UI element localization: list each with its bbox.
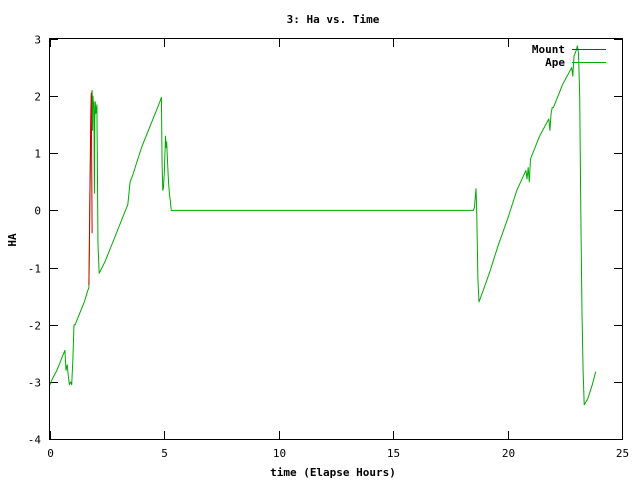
y-axis-label: HA [6,233,19,247]
y-tick-label: -1 [28,263,41,276]
y-tick-label: -4 [28,434,42,447]
legend-label-mount: Mount [532,43,565,56]
x-tick-label: 20 [502,447,515,460]
series-line-mount [88,92,93,285]
y-tick-label: 0 [34,205,41,218]
axis-ticks [50,39,623,440]
y-tick-label: -2 [28,320,41,333]
axis-tick-labels: 0 5 10 15 20 25 -4 -3 -2 -1 0 1 2 3 [28,34,629,461]
series-lines [49,45,597,406]
y-tick-label: -3 [28,377,41,390]
series-line-ape [49,45,597,406]
chart-title: 3: Ha vs. Time [287,13,380,26]
plot-frame [49,38,623,440]
y-tick-label: 2 [34,91,41,104]
x-tick-label: 25 [616,447,629,460]
x-tick-label: 10 [273,447,286,460]
x-tick-label: 0 [47,447,54,460]
y-tick-label: 3 [34,34,41,47]
x-axis-label: time (Elapse Hours) [270,466,396,479]
x-tick-label: 5 [161,447,168,460]
y-tick-label: 1 [34,148,41,161]
legend-label-ape: Ape [545,56,565,69]
x-tick-label: 15 [387,447,400,460]
